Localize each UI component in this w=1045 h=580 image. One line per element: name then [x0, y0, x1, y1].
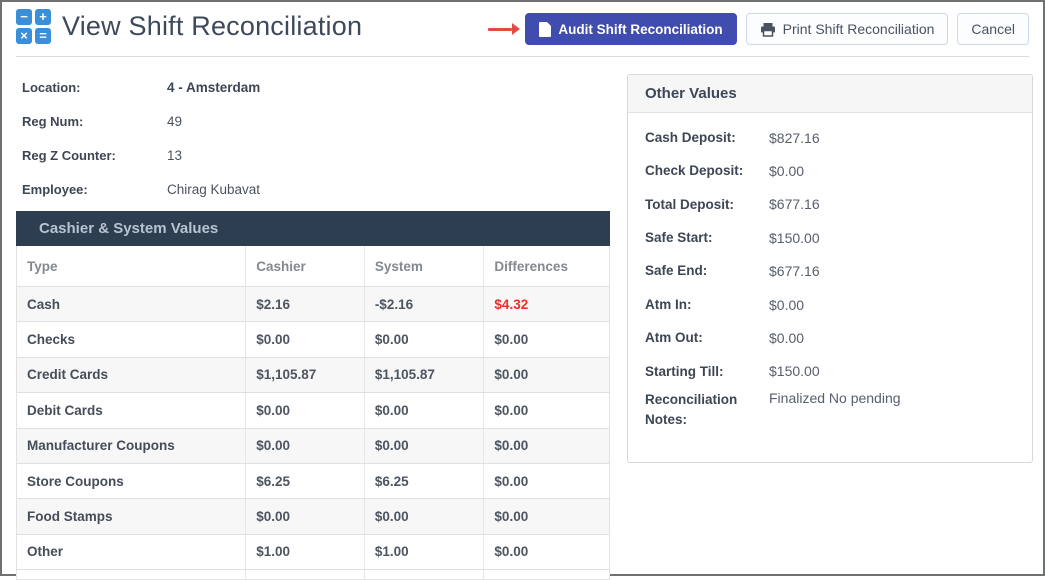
cash-deposit-label: Cash Deposit:: [645, 129, 736, 145]
row-type: Food Stamps: [27, 509, 113, 525]
reg-num-value: 49: [167, 113, 183, 129]
employee-value: Chirag Kubavat: [167, 181, 261, 197]
row-type: Debit Cards: [27, 402, 103, 418]
starting-till-label: Starting Till:: [645, 363, 724, 379]
row-cashier: $0.00: [245, 393, 364, 428]
table-row: Manufacturer Coupons $0.00 $0.00 $0.00: [17, 427, 609, 463]
safe-start-label: Safe Start:: [645, 230, 713, 246]
row-type: Store Coupons: [27, 473, 124, 489]
safe-end-label: Safe End:: [645, 263, 708, 279]
reg-z-counter-value: 13: [167, 147, 183, 163]
multiply-icon: ×: [16, 28, 32, 44]
column-header-type: Type: [27, 258, 58, 274]
cancel-button-label: Cancel: [971, 21, 1015, 37]
table-row: Debit Cards $0.00 $0.00 $0.00: [17, 392, 609, 428]
table-row: Credit Cards $1,105.87 $1,105.87 $0.00: [17, 356, 609, 393]
calculator-icon: − + × =: [16, 9, 52, 45]
audit-button-label: Audit Shift Reconciliation: [558, 21, 723, 37]
table-row: Store Coupons $6.25 $6.25 $0.00: [17, 462, 609, 499]
table-row: Food Stamps $0.00 $0.00 $0.00: [17, 498, 609, 534]
check-deposit-label: Check Deposit:: [645, 163, 744, 179]
row-system: $1.00: [363, 534, 484, 570]
reconciliation-notes-value: Finalized No pending: [769, 390, 901, 407]
row-type: Credit Cards: [27, 367, 109, 383]
shift-details: Location: 4 - Amsterdam Reg Num: 49 Reg …: [22, 70, 582, 206]
row-cashier: $0.00: [245, 322, 364, 357]
print-shift-reconciliation-button[interactable]: Print Shift Reconciliation: [745, 13, 949, 45]
table-row: Cash $2.16 -$2.16 $4.32: [17, 286, 609, 322]
audit-shift-reconciliation-button[interactable]: Audit Shift Reconciliation: [525, 13, 737, 45]
atm-out-label: Atm Out:: [645, 330, 703, 346]
row-type: Checks: [27, 332, 76, 348]
employee-label: Employee:: [22, 181, 88, 197]
row-system: -$2.16: [363, 287, 484, 322]
check-deposit-value: $0.00: [769, 163, 805, 180]
row-system: $1,105.87: [363, 357, 484, 393]
atm-in-value: $0.00: [769, 296, 805, 313]
row-cashier: $1.00: [245, 534, 364, 570]
reg-num-label: Reg Num:: [22, 113, 84, 129]
total-deposit-label: Total Deposit:: [645, 196, 734, 212]
row-difference: $0.00: [483, 322, 609, 357]
atm-in-label: Atm In:: [645, 296, 692, 312]
document-icon: [539, 21, 552, 37]
printer-icon: [760, 22, 776, 37]
row-cashier: $2.16: [245, 287, 364, 322]
row-system: $0.00: [363, 322, 484, 357]
starting-till-value: $150.00: [769, 363, 820, 380]
safe-start-value: $150.00: [769, 229, 820, 246]
row-difference: $0.00: [483, 499, 609, 534]
cancel-button[interactable]: Cancel: [957, 13, 1029, 45]
row-difference: $0.00: [483, 428, 609, 463]
row-cashier: $6.25: [245, 463, 364, 499]
row-difference: $0.00: [483, 393, 609, 428]
print-button-label: Print Shift Reconciliation: [782, 21, 935, 37]
cash-deposit-value: $827.16: [769, 129, 820, 146]
plus-icon: +: [35, 9, 51, 25]
reconciliation-notes-label: Reconciliation Notes:: [645, 392, 738, 427]
page-title: View Shift Reconciliation: [62, 10, 363, 41]
row-cashier: $0.00: [245, 428, 364, 463]
column-header-differences: Differences: [483, 246, 609, 286]
row-system: $0.00: [363, 499, 484, 534]
cashier-system-values-table: Cashier & System Values Type Cashier Sys…: [16, 211, 610, 580]
row-cashier: $1,105.87: [245, 357, 364, 393]
table-row: Other $1.00 $1.00 $0.00: [17, 533, 609, 570]
row-system: $6.25: [363, 463, 484, 499]
row-difference: $4.32: [483, 287, 609, 322]
reg-z-counter-label: Reg Z Counter:: [22, 147, 116, 163]
total-deposit-value: $677.16: [769, 196, 820, 213]
row-difference: $0.00: [483, 534, 609, 570]
row-system: $0.00: [363, 428, 484, 463]
location-label: Location:: [22, 79, 81, 95]
arrow-right-icon: [488, 23, 521, 35]
row-type: Other: [27, 544, 64, 560]
other-values-panel: Other Values Cash Deposit: $827.16 Check…: [627, 74, 1033, 463]
table-header-row: Type Cashier System Differences: [17, 246, 609, 286]
safe-end-value: $677.16: [769, 263, 820, 280]
other-values-title: Other Values: [628, 75, 1032, 113]
header-divider: [16, 56, 1029, 57]
location-value: 4 - Amsterdam: [167, 79, 261, 95]
column-header-cashier: Cashier: [245, 246, 364, 286]
minus-icon: −: [16, 9, 32, 25]
row-type: Cash: [27, 296, 61, 312]
atm-out-value: $0.00: [769, 330, 805, 347]
page-header: − + × = View Shift Reconciliation Audit …: [2, 2, 1043, 56]
table-row: Checks $0.00 $0.00 $0.00: [17, 321, 609, 357]
equals-icon: =: [35, 28, 51, 44]
row-system: $0.00: [363, 393, 484, 428]
column-header-system: System: [363, 246, 484, 286]
table-row-clipped: [17, 569, 609, 580]
row-type: Manufacturer Coupons: [27, 438, 175, 454]
row-difference: $0.00: [483, 357, 609, 393]
table-title: Cashier & System Values: [16, 211, 610, 246]
row-cashier: $0.00: [245, 499, 364, 534]
row-difference: $0.00: [483, 463, 609, 499]
